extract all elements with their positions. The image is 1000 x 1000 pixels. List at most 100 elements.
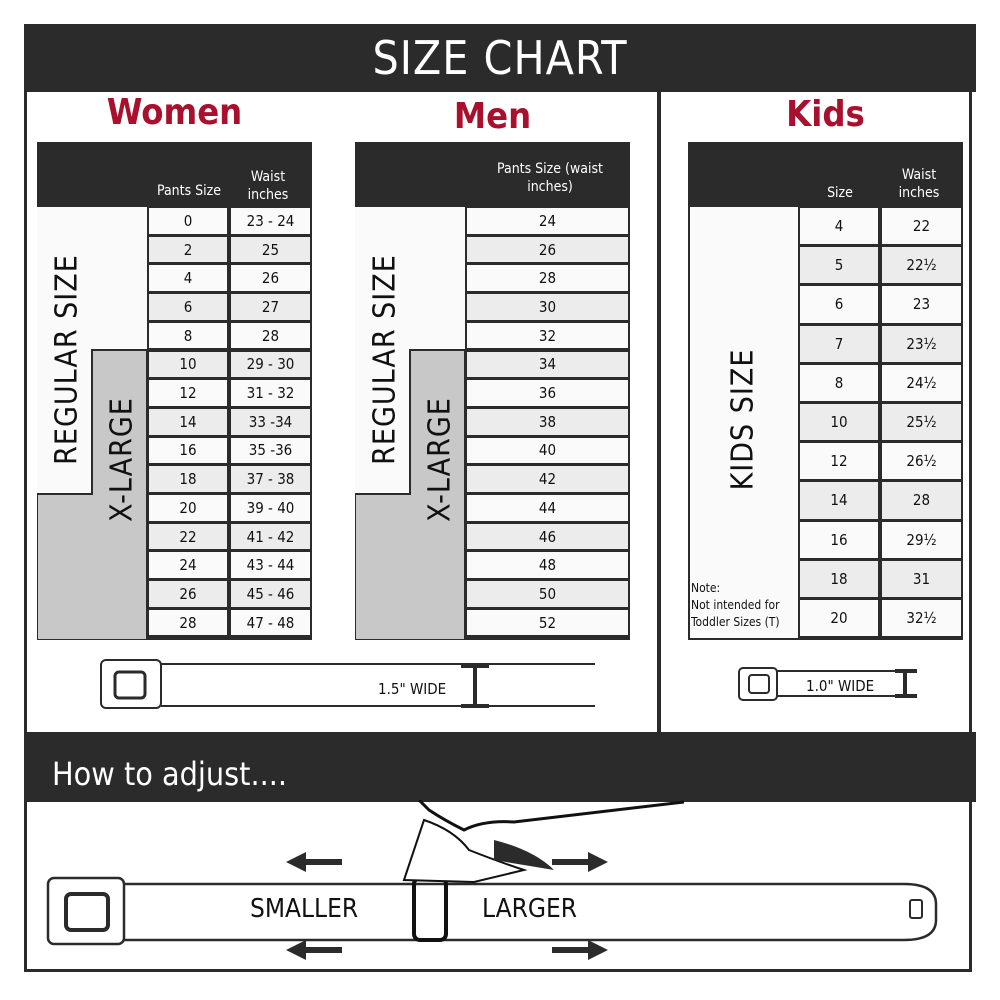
women-title: Women — [106, 92, 243, 133]
size-chart-title: SIZE CHART — [24, 24, 976, 92]
women-belt-illustration — [100, 659, 595, 709]
waist-cell: 26½ — [882, 443, 961, 480]
size-cell: 28 — [149, 609, 227, 636]
waist-cell: 26 — [231, 265, 310, 292]
size-cell: 50 — [467, 581, 628, 607]
waist-cell: 23 - 24 — [231, 208, 310, 234]
waist-cell: 43 - 44 — [231, 552, 310, 579]
size-cell: 12 — [800, 443, 878, 480]
size-cell: 8 — [149, 322, 227, 349]
size-cell: 6 — [149, 294, 227, 320]
waist-cell: 25½ — [882, 404, 961, 441]
waist-cell: 22 — [882, 208, 961, 245]
men-header-size: Pants Size (waist inches) — [497, 161, 603, 195]
kids-title: Kids — [786, 94, 865, 135]
waist-cell: 24½ — [882, 364, 961, 401]
how-to-adjust-title: How to adjust.... — [24, 732, 976, 802]
waist-cell: 47 - 48 — [231, 609, 310, 636]
waist-cell: 27 — [231, 294, 310, 320]
waist-cell: 39 - 40 — [231, 495, 310, 521]
waist-cell: 23½ — [882, 325, 961, 362]
larger-label: LARGER — [482, 894, 578, 924]
size-cell: 14 — [800, 482, 878, 519]
adjust-belt-illustration — [46, 800, 938, 960]
waist-cell: 23 — [882, 286, 961, 323]
waist-cell: 37 - 38 — [231, 466, 310, 492]
kids-size-label: KIDS SIZE — [725, 348, 761, 491]
size-cell: 32 — [467, 322, 628, 349]
waist-cell: 33 -34 — [231, 408, 310, 435]
size-cell: 28 — [467, 265, 628, 292]
size-cell: 30 — [467, 294, 628, 320]
size-cell: 20 — [800, 600, 878, 637]
kids-note-text: Not intended for Toddler Sizes (T) — [691, 598, 780, 629]
waist-cell: 25 — [231, 236, 310, 263]
waist-cell: 32½ — [882, 600, 961, 637]
size-cell: 16 — [800, 521, 878, 558]
men-table: Pants Size (waist inches) REGULAR SIZE X… — [355, 142, 630, 640]
size-cell: 2 — [149, 236, 227, 263]
waist-cell: 28 — [882, 482, 961, 519]
women-table: Pants Size Waist inches REGULAR SIZE X-L… — [37, 142, 312, 640]
size-cell: 4 — [800, 208, 878, 245]
size-cell: 36 — [467, 380, 628, 406]
size-cell: 34 — [467, 351, 628, 378]
kids-note: Note: Not intended for Toddler Sizes (T) — [691, 580, 791, 631]
kids-note-title: Note: — [691, 581, 721, 595]
size-cell: 18 — [149, 466, 227, 492]
size-cell: 0 — [149, 208, 227, 234]
size-cell: 12 — [149, 380, 227, 406]
size-cell: 20 — [149, 495, 227, 521]
smaller-label: SMALLER — [250, 894, 359, 924]
kids-header-waist: Waist inches — [898, 167, 940, 201]
women-header-waist: Waist inches — [247, 169, 289, 203]
waist-cell: 22½ — [882, 247, 961, 284]
size-cell: 46 — [467, 523, 628, 550]
size-cell: 16 — [149, 437, 227, 464]
size-cell: 24 — [149, 552, 227, 579]
size-cell: 44 — [467, 495, 628, 521]
waist-cell: 35 -36 — [231, 437, 310, 464]
size-cell: 24 — [467, 208, 628, 234]
size-cell: 10 — [800, 404, 878, 441]
size-cell: 48 — [467, 552, 628, 579]
kids-table: Size Waist inches KIDS SIZE Note: Not in… — [688, 142, 963, 640]
kids-belt-width: 1.0" WIDE — [806, 677, 875, 695]
men-size-regions — [355, 207, 465, 640]
women-header-size: Pants Size — [156, 183, 222, 199]
size-cell: 26 — [467, 236, 628, 263]
waist-cell: 31 — [882, 560, 961, 597]
size-cell: 38 — [467, 408, 628, 435]
size-cell: 52 — [467, 609, 628, 636]
size-cell: 42 — [467, 466, 628, 492]
kids-header-size: Size — [827, 185, 853, 201]
size-cell: 40 — [467, 437, 628, 464]
size-cell: 8 — [800, 364, 878, 401]
waist-cell: 29 - 30 — [231, 351, 310, 378]
waist-cell: 41 - 42 — [231, 523, 310, 550]
size-cell: 26 — [149, 581, 227, 607]
waist-cell: 29½ — [882, 521, 961, 558]
size-cell: 22 — [149, 523, 227, 550]
women-belt-width: 1.5" WIDE — [378, 680, 447, 698]
size-cell: 4 — [149, 265, 227, 292]
size-cell: 14 — [149, 408, 227, 435]
divider — [657, 92, 661, 732]
waist-cell: 45 - 46 — [231, 581, 310, 607]
women-size-regions — [37, 207, 147, 640]
men-xlarge-label: X-LARGE — [422, 397, 458, 522]
men-title: Men — [453, 96, 532, 137]
size-cell: 7 — [800, 325, 878, 362]
size-cell: 6 — [800, 286, 878, 323]
women-regular-label: REGULAR SIZE — [49, 254, 85, 465]
kids-belt-illustration — [738, 667, 917, 701]
kids-label-area — [690, 207, 798, 638]
waist-cell: 28 — [231, 322, 310, 349]
size-cell: 5 — [800, 247, 878, 284]
women-xlarge-label: X-LARGE — [104, 397, 140, 522]
size-cell: 10 — [149, 351, 227, 378]
frame — [24, 24, 972, 972]
waist-cell: 31 - 32 — [231, 380, 310, 406]
men-regular-label: REGULAR SIZE — [367, 254, 403, 465]
size-cell: 18 — [800, 560, 878, 597]
